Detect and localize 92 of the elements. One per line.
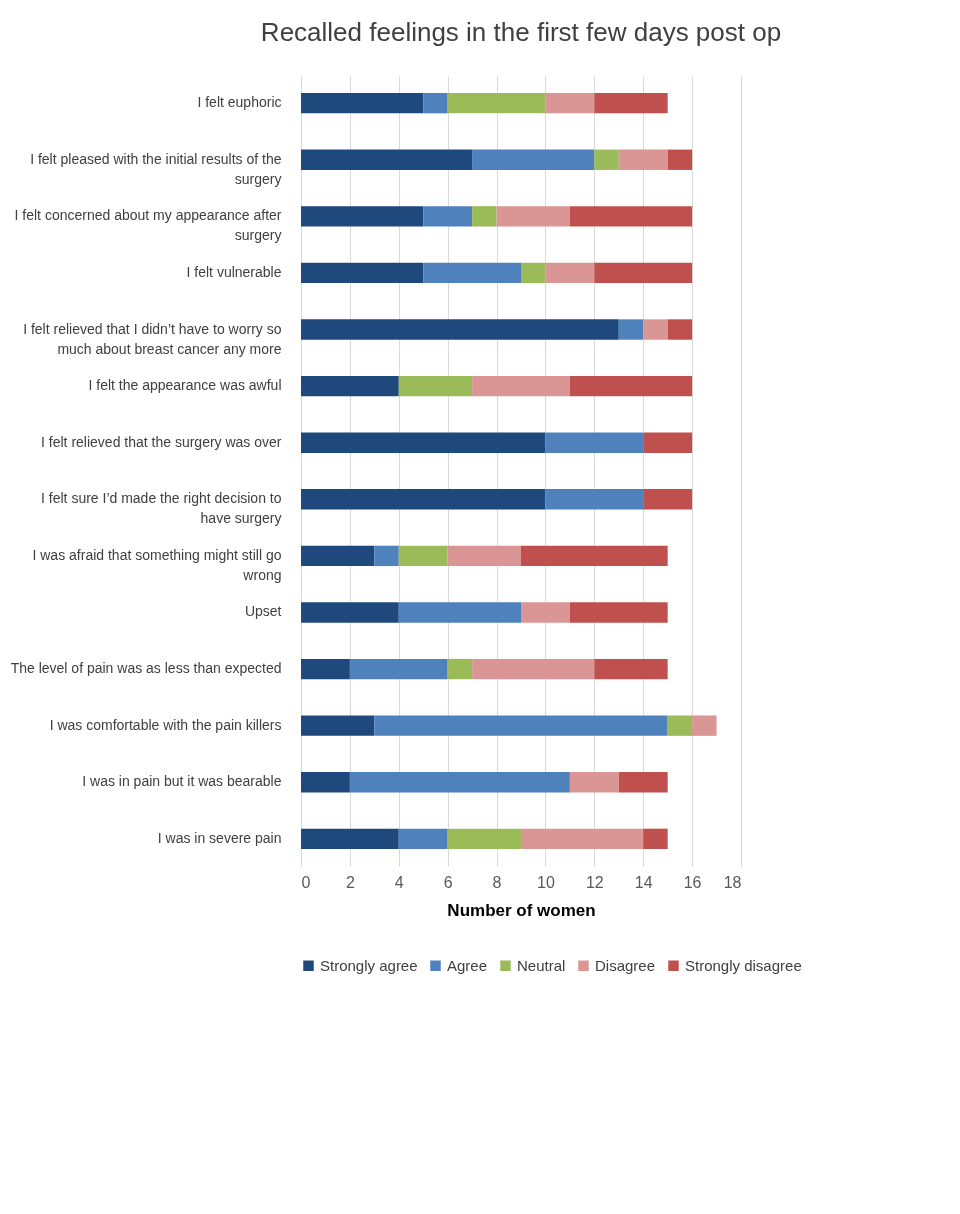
legend-label: Disagree	[595, 956, 656, 974]
bar	[301, 545, 375, 567]
bar	[374, 545, 399, 567]
legend-label: Neutral	[517, 956, 566, 974]
bar	[667, 149, 693, 170]
bar	[667, 715, 693, 736]
bar	[545, 432, 644, 453]
x-tick-label: 4	[394, 873, 404, 891]
bar	[301, 489, 546, 510]
bar	[447, 828, 521, 850]
bar	[398, 828, 448, 850]
bar	[643, 319, 668, 340]
bar	[545, 489, 644, 510]
bar	[545, 92, 595, 114]
bar	[667, 319, 693, 340]
bar	[301, 828, 399, 850]
bar	[643, 828, 668, 850]
x-tick-label: 14	[634, 873, 653, 891]
bar	[569, 772, 619, 793]
y-tick-label: I felt vulnerable	[186, 263, 282, 280]
bar	[521, 828, 644, 850]
y-tick-label: I felt relieved that I didn’t have to worry so much about breast cancer any more	[23, 320, 282, 357]
bar	[301, 375, 399, 397]
bar	[569, 206, 693, 227]
bar	[447, 658, 473, 680]
bar	[594, 262, 693, 284]
bar	[594, 149, 619, 170]
bar	[594, 92, 668, 114]
bar	[301, 262, 424, 284]
legend-label: Strongly agree	[320, 956, 418, 974]
bar	[521, 602, 570, 623]
bar	[398, 602, 521, 623]
bar	[569, 602, 668, 623]
bar	[301, 772, 350, 793]
bar	[618, 149, 668, 170]
bar	[618, 772, 668, 793]
bar	[569, 375, 693, 397]
bar	[301, 432, 546, 453]
bar	[496, 206, 570, 227]
x-tick-label: 16	[683, 873, 702, 891]
bar	[447, 92, 546, 114]
bar	[472, 658, 595, 680]
y-tick-label: Upset	[244, 603, 282, 620]
bar	[301, 658, 350, 680]
bar	[521, 262, 546, 284]
bar	[349, 772, 570, 793]
x-tick-label: 2	[345, 873, 355, 891]
y-tick-label: I felt concerned about my appearance after surgery	[14, 207, 282, 244]
bar	[423, 206, 473, 227]
y-tick-label: I felt euphoric	[197, 94, 282, 111]
bar	[398, 375, 473, 397]
x-axis-title: Number of women	[447, 900, 596, 920]
bar	[301, 319, 619, 340]
bar	[301, 92, 424, 114]
bar	[472, 149, 595, 170]
bar	[301, 149, 473, 170]
x-tick-label: 18	[723, 873, 742, 891]
x-tick-label: 8	[492, 873, 502, 891]
bar	[374, 715, 668, 736]
bar	[643, 432, 693, 453]
bar	[643, 489, 693, 510]
bar	[349, 658, 448, 680]
bar	[301, 206, 424, 227]
bar	[618, 319, 644, 340]
legend-label: Agree	[447, 956, 488, 974]
bar	[301, 602, 399, 623]
bar	[472, 206, 497, 227]
y-tick-label: I was afraid that something might still go wrong	[32, 546, 282, 583]
y-tick-label: I felt pleased with the initial results of the surgery	[30, 150, 282, 187]
y-tick-label: I was in severe pain	[157, 829, 282, 846]
y-tick-label: I felt sure I’d made the right decision to have surgery	[41, 490, 282, 527]
bar	[545, 262, 595, 284]
bar	[423, 262, 521, 284]
y-tick-label: I was in pain but it was bearable	[82, 773, 282, 790]
x-tick-label: 12	[585, 873, 604, 891]
legend-label: Strongly disagree	[685, 956, 802, 974]
bar	[301, 715, 375, 736]
y-tick-label: I was comfortable with the pain killers	[49, 716, 282, 733]
bar	[447, 545, 521, 567]
bar	[594, 658, 668, 680]
x-tick-label: 6	[443, 873, 453, 891]
x-tick-label: 0	[301, 873, 311, 891]
bar	[692, 715, 717, 736]
y-tick-label: I felt the appearance was awful	[88, 377, 282, 394]
bar	[521, 545, 668, 567]
bar	[423, 92, 448, 114]
bar	[472, 375, 570, 397]
y-tick-label: I felt relieved that the surgery was over	[41, 433, 282, 450]
bar	[398, 545, 448, 567]
chart-title: Recalled feelings in the first few days post op	[260, 17, 782, 47]
y-tick-label: The level of pain was as less than expected	[10, 660, 282, 677]
x-tick-label: 10	[537, 873, 555, 891]
